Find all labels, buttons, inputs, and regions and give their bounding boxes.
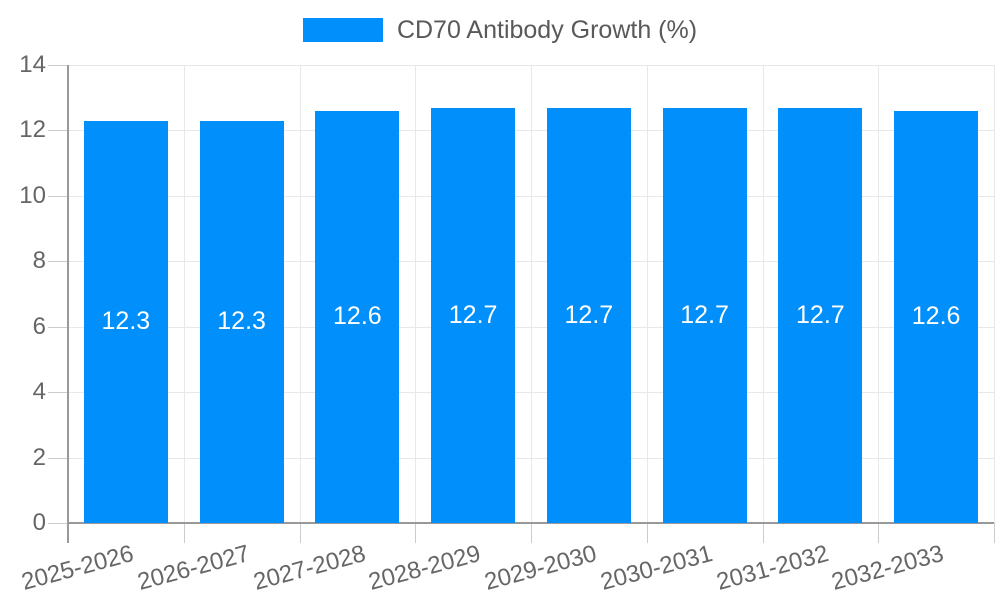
y-axis-tick [48, 457, 68, 459]
x-axis-category-label: 2030-2031 [597, 540, 716, 596]
x-gridline [878, 65, 880, 523]
bar-2027-2028[interactable]: 12.6 [315, 110, 400, 523]
bar-2032-2033[interactable]: 12.6 [894, 110, 979, 523]
y-axis-tick [48, 523, 68, 524]
bar-value-label: 12.7 [680, 300, 729, 329]
chart-legend: CD70 Antibody Growth (%) [0, 12, 1000, 48]
y-axis-tick [48, 326, 68, 328]
y-axis-tick [48, 392, 68, 394]
x-axis-category-label: 2025-2026 [18, 540, 137, 596]
x-axis-category-label: 2029-2030 [481, 540, 600, 596]
bar-value-label: 12.3 [101, 307, 151, 336]
x-axis-tick [415, 523, 417, 543]
bar-value-label: 12.7 [564, 300, 614, 329]
legend-swatch[interactable] [302, 18, 383, 42]
x-axis-category-label: 2031-2032 [713, 540, 832, 596]
bar-2025-2026[interactable]: 12.3 [83, 120, 168, 523]
y-axis-tick-label: 10 [19, 181, 46, 209]
y-axis-tick [48, 130, 68, 132]
x-gridline [646, 65, 648, 523]
x-axis-category-label: 2028-2029 [365, 540, 484, 596]
bar-2026-2027[interactable]: 12.3 [199, 120, 284, 523]
y-axis-tick-label: 2 [32, 443, 46, 471]
y-axis-tick-label: 6 [32, 312, 46, 340]
x-axis-tick [646, 523, 648, 543]
y-axis-tick-label: 12 [19, 116, 46, 144]
bar-value-label: 12.3 [217, 307, 266, 336]
x-axis-tick [762, 523, 764, 543]
x-axis-line [67, 522, 994, 524]
x-gridline [762, 65, 764, 523]
x-axis-tick [878, 523, 880, 543]
x-axis-tick [531, 523, 532, 543]
legend-label[interactable]: CD70 Antibody Growth (%) [396, 15, 698, 44]
bar-value-label: 12.7 [796, 300, 845, 329]
x-gridline [994, 65, 995, 523]
x-axis-category-label: 2032-2033 [828, 540, 947, 596]
y-axis-tick-label: 0 [32, 509, 46, 536]
y-axis-tick-label: 4 [32, 378, 46, 406]
x-axis-tick [299, 523, 301, 543]
y-axis-tick [48, 195, 68, 197]
y-axis-tick [48, 261, 68, 263]
bar-2031-2032[interactable]: 12.7 [778, 107, 863, 523]
x-axis-category-label: 2027-2028 [250, 540, 369, 596]
y-axis-tick [48, 65, 68, 66]
bar-2029-2030[interactable]: 12.7 [546, 107, 631, 523]
x-gridline [183, 65, 185, 523]
x-axis-tick [994, 523, 995, 543]
y-axis-line [67, 65, 69, 543]
bar-2030-2031[interactable]: 12.7 [662, 107, 747, 523]
x-gridline [299, 65, 301, 523]
bar-value-label: 12.6 [911, 302, 961, 331]
bar-2028-2029[interactable]: 12.7 [431, 107, 516, 523]
y-axis-tick-label: 8 [32, 247, 46, 275]
y-axis-tick-label: 14 [19, 51, 46, 78]
bar-value-label: 12.7 [448, 300, 498, 329]
bar-value-label: 12.6 [333, 302, 382, 331]
x-axis-tick [183, 523, 185, 543]
x-gridline [531, 65, 532, 523]
x-axis-category-label: 2026-2027 [134, 540, 253, 596]
x-gridline [415, 65, 417, 523]
